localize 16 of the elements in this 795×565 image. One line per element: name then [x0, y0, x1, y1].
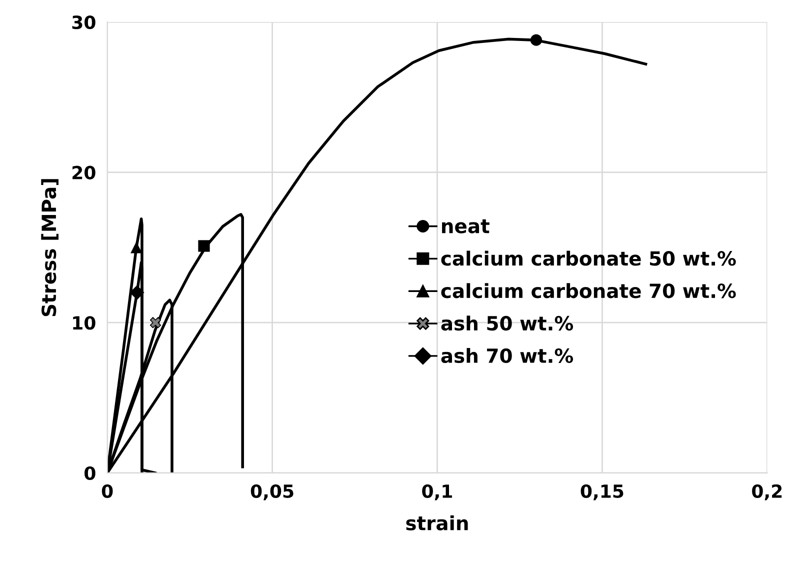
y-axis-title: Stress [MPa] [41, 179, 58, 316]
legend-label: calcium carbonate 70 wt.% [441, 283, 736, 298]
x-tick-label: 0,1 [422, 484, 452, 500]
legend-label: calcium carbonate 50 wt.% [441, 250, 736, 266]
y-tick-label: 10 [73, 316, 96, 330]
y-tick-label: 30 [72, 15, 96, 30]
y-tick-label: 20 [72, 166, 96, 180]
y-tick-label: 0 [84, 466, 96, 480]
x-tick-label: 0,2 [752, 484, 782, 500]
legend-label: ash 50 wt.% [441, 316, 574, 331]
x-tick-label: 0,15 [580, 484, 624, 500]
legend-label: ash 70 wt.% [441, 348, 574, 364]
x-axis-title: strain [406, 515, 468, 530]
x-tick-label: 0,05 [250, 484, 294, 500]
x-tick-label: 0 [102, 484, 113, 498]
legend-label: neat [442, 219, 490, 234]
